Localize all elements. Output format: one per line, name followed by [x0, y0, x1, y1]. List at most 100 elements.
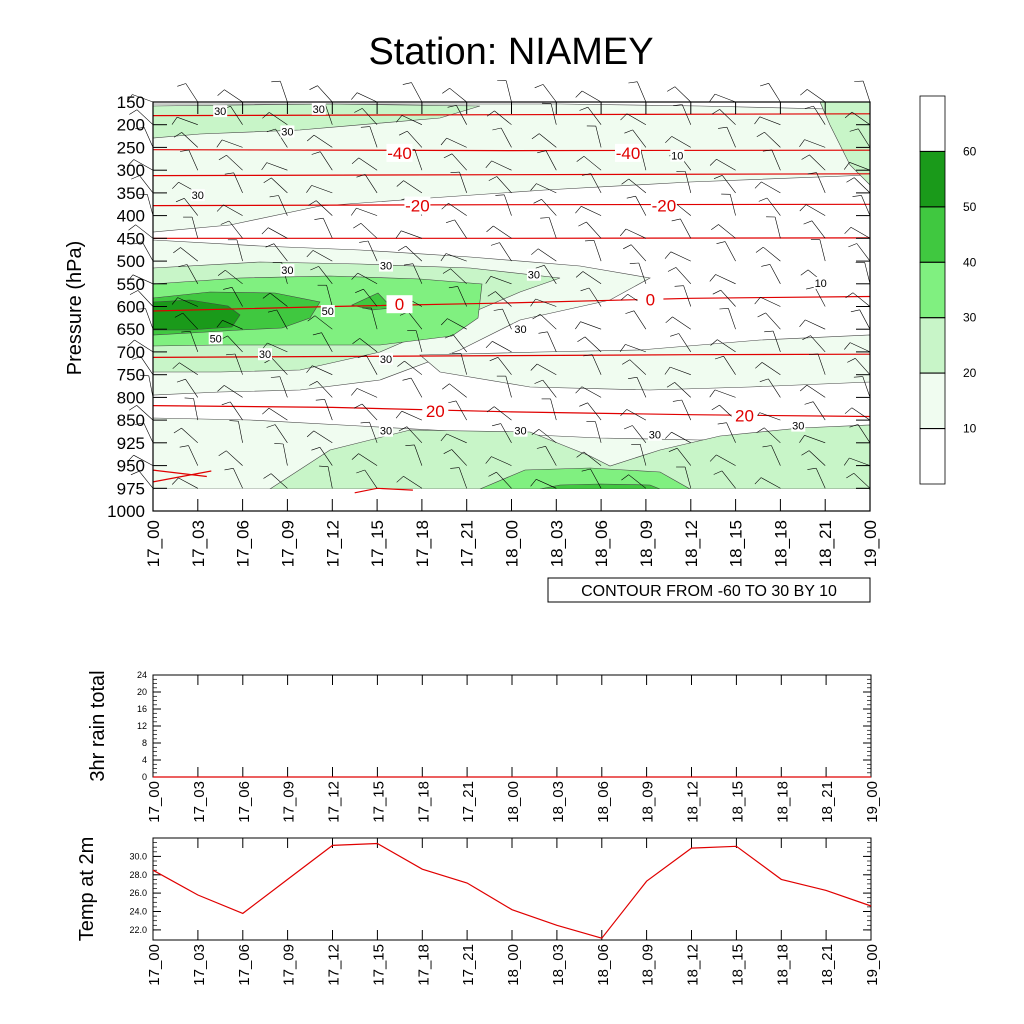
wind-barb-flag — [173, 427, 182, 434]
wind-barb-flag — [799, 435, 805, 443]
wind-barb-flag — [807, 467, 817, 470]
panel-x-tick-label: 18_09 — [640, 781, 657, 823]
wind-barb — [636, 377, 647, 398]
wind-barb — [145, 308, 154, 330]
temperature-contour-label: 20 — [735, 407, 754, 426]
wind-barb — [411, 82, 423, 103]
wind-barb-flag — [799, 204, 807, 212]
wind-barb-flag — [664, 366, 671, 375]
wind-barb-flag — [535, 265, 545, 269]
wind-barb — [723, 356, 736, 375]
wind-barb — [313, 430, 333, 444]
wind-barb-flag — [270, 376, 280, 378]
wind-barb-flag — [173, 132, 182, 138]
wind-barb — [408, 311, 423, 330]
panel-x-tick-label: 18_00 — [505, 944, 522, 986]
isotherm-line — [152, 173, 871, 177]
wind-barb — [356, 207, 378, 216]
pressure-tick-label: 650 — [117, 320, 145, 339]
wind-barb — [148, 375, 154, 398]
wind-barb-flag — [402, 82, 412, 85]
humidity-contour-label: 50 — [322, 306, 334, 318]
wind-barb-flag — [443, 153, 453, 159]
chart-title: Station: NIAMEY — [368, 31, 653, 73]
wind-barb-flag — [171, 477, 179, 485]
wind-barb-flag — [174, 312, 183, 318]
colorbar-label: 50 — [963, 200, 977, 214]
wind-barb-flag — [221, 401, 231, 406]
wind-barb-flag — [355, 288, 364, 293]
wind-barb-flag — [718, 126, 728, 129]
humidity-contour-label: 30 — [792, 421, 804, 433]
wind-barb — [275, 128, 288, 148]
wind-barb — [491, 456, 512, 466]
humidity-colorbar: 10 20 30 40 50 60 — [919, 95, 977, 485]
wind-barb — [318, 266, 333, 284]
panel-y-tick-label: 16 — [137, 704, 147, 714]
wind-barb — [819, 239, 826, 262]
panel-y-tick-label: 28.0 — [129, 870, 147, 880]
wind-barb-flag — [486, 406, 495, 413]
pressure-tick-label: 700 — [117, 343, 145, 362]
wind-barb-flag — [488, 176, 497, 181]
time-tick-label: 17_18 — [413, 520, 432, 567]
panel-x-tick-label: 17_06 — [236, 781, 253, 823]
wind-barb-flag — [846, 177, 855, 183]
wind-barb — [496, 176, 512, 194]
wind-barb-flag — [575, 271, 584, 278]
wind-barb — [764, 131, 781, 148]
temperature-contour-label: -20 — [652, 197, 677, 216]
time-tick-label: 18_00 — [503, 520, 522, 567]
wind-barb-flag — [531, 429, 540, 435]
pressure-tick-label: 250 — [117, 138, 145, 157]
time-tick-label: 18_12 — [682, 520, 701, 567]
humidity-region — [152, 299, 241, 331]
wind-barb — [140, 356, 154, 375]
wind-barb-flag — [440, 318, 448, 326]
colorbar-swatch — [919, 317, 946, 374]
wind-barb-flag — [262, 112, 270, 119]
wind-barb-flag — [628, 81, 638, 84]
panel-x-tick-label: 18_03 — [550, 781, 567, 823]
wind-barb-flag — [488, 471, 497, 477]
panel-x-tick-label: 17_03 — [191, 944, 208, 986]
humidity-label-bg — [320, 305, 335, 317]
wind-barb-flag — [530, 183, 537, 191]
wind-barb-flag — [804, 105, 814, 109]
wind-barb-flag — [536, 446, 546, 449]
pressure-tick-label: 925 — [117, 434, 145, 453]
isotherm-line — [152, 469, 207, 478]
wind-barb — [669, 366, 691, 375]
wind-barb — [406, 426, 423, 444]
wind-barb — [581, 206, 602, 216]
wind-barb — [590, 173, 602, 194]
wind-barb-flag — [532, 313, 541, 320]
wind-barb — [132, 94, 154, 103]
wind-barb-flag — [578, 221, 587, 227]
wind-barb-flag — [575, 321, 581, 330]
colorbar-swatch — [919, 261, 946, 319]
wind-barb-flag — [584, 240, 595, 242]
wind-barb — [505, 80, 512, 103]
wind-barb-flag — [490, 242, 500, 246]
wind-barb — [230, 401, 243, 421]
time-tick-label: 18_21 — [816, 520, 835, 567]
wind-barb — [769, 264, 781, 284]
wind-barb-flag — [629, 262, 639, 264]
wind-barb — [638, 262, 647, 284]
wind-barb — [273, 243, 288, 262]
wind-barb-flag — [398, 245, 406, 252]
wind-barb — [632, 129, 647, 148]
wind-barb — [856, 243, 871, 262]
wind-barb-flag — [754, 297, 761, 305]
wind-barb — [680, 218, 692, 239]
wind-barb-flag — [576, 451, 584, 458]
wind-barb-flag — [802, 335, 811, 340]
wind-barb — [320, 151, 333, 171]
isotherm-line — [152, 353, 871, 358]
wind-barb — [541, 199, 557, 216]
panel-x-tick-label: 18_00 — [505, 781, 522, 823]
wind-barb-flag — [351, 92, 358, 100]
temperature-contour-label: 0 — [646, 291, 655, 310]
wind-barb — [536, 479, 557, 489]
